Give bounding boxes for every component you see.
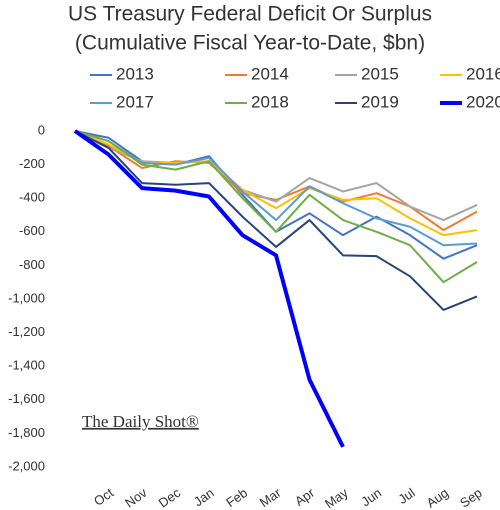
y-tick-label: 0 [38, 122, 45, 137]
chart-title: US Treasury Federal Deficit Or Surplus [68, 3, 432, 26]
legend-label: 2014 [251, 64, 289, 83]
legend-label: 2020 [466, 92, 500, 111]
y-tick-label: -1,400 [8, 358, 45, 373]
series-line [73, 129, 345, 448]
x-tick-label: Jun [358, 485, 384, 509]
x-tick-label: Feb [223, 485, 250, 510]
y-tick-label: -1,600 [8, 391, 45, 406]
legend-label: 2016 [466, 64, 500, 83]
series-line [74, 130, 478, 222]
x-tick-label: Sep [457, 485, 485, 510]
series-line [74, 130, 478, 284]
legend-label: 2019 [361, 92, 399, 111]
legend-label: 2015 [361, 64, 399, 83]
y-tick-label: -1,200 [8, 324, 45, 339]
y-tick-label: -600 [19, 223, 45, 238]
x-tick-label: Oct [91, 485, 116, 509]
y-tick-label: -1,800 [8, 425, 45, 440]
watermark: The Daily Shot® [82, 412, 199, 431]
legend-label: 2017 [116, 92, 154, 111]
series-line [74, 130, 478, 311]
y-tick-label: -800 [19, 257, 45, 272]
series-line [74, 130, 478, 260]
x-tick-label: Nov [122, 485, 150, 510]
legend-label: 2018 [251, 92, 289, 111]
x-tick-label: May [322, 485, 351, 510]
x-tick-label: Apr [292, 485, 318, 509]
y-tick-label: -1,000 [8, 290, 45, 305]
x-tick-label: Mar [257, 485, 284, 510]
x-tick-label: Dec [156, 485, 184, 510]
y-tick-label: -2,000 [8, 458, 45, 473]
x-tick-label: Jul [395, 485, 417, 507]
x-tick-label: Aug [424, 485, 452, 510]
y-tick-label: -400 [19, 190, 45, 205]
series-line [74, 130, 478, 247]
x-tick-label: Jan [191, 485, 217, 509]
legend-label: 2013 [116, 64, 154, 83]
y-tick-label: -200 [19, 156, 45, 171]
chart-subtitle: (Cumulative Fiscal Year-to-Date, $bn) [75, 32, 425, 55]
